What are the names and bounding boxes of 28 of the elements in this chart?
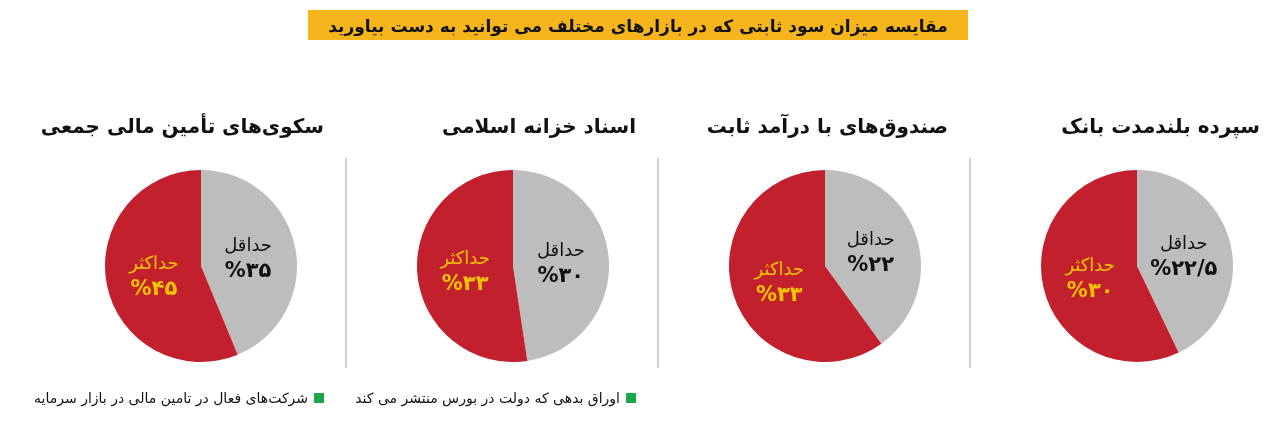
pie-slice [825,170,921,344]
chart-title: اسناد خزانه اسلامی [441,114,636,138]
slice-label: حداکثر [753,257,805,280]
slice-label: حداقل [1159,232,1208,254]
data-label: %۳۵ [224,257,272,282]
text: مقایسه میزان سود ثابتی که در بازارهای مختلف می توانید به دست بیاورید [328,16,948,37]
slice-label: حداکثر [439,246,490,269]
pie-slice [417,170,528,362]
text: اوراق بدهی که دولت در بورس منتشر می کند [355,390,620,407]
pie-slice [201,170,297,355]
slice-label: حداقل [536,239,585,261]
chart-title: سکوی‌های تأمین مالی جمعی [40,112,324,138]
slice-label: حداکثر [128,252,179,275]
pie-slice [1137,170,1233,353]
data-label: %۴۵ [130,276,178,301]
data-label: %۲۲/۵ [1150,256,1218,281]
text: شرکت‌های فعال در تامین مالی در بازار سرمایه [34,390,308,407]
chart-title: سپرده بلندمدت بانک [1061,114,1260,139]
data-label: %۳۰ [537,263,585,288]
data-label: %۳۳ [756,281,803,306]
chart-title: صندوق‌های با درآمد ثابت [706,113,948,138]
data-label: %۲۲ [847,252,895,277]
data-label: %۳۳ [441,270,489,295]
slice-label: حداقل [846,228,895,250]
pie-slice [513,170,609,361]
slice-label: حداکثر [1064,253,1115,276]
slice-label: حداقل [224,233,272,255]
data-label: %۳۰ [1066,277,1114,302]
